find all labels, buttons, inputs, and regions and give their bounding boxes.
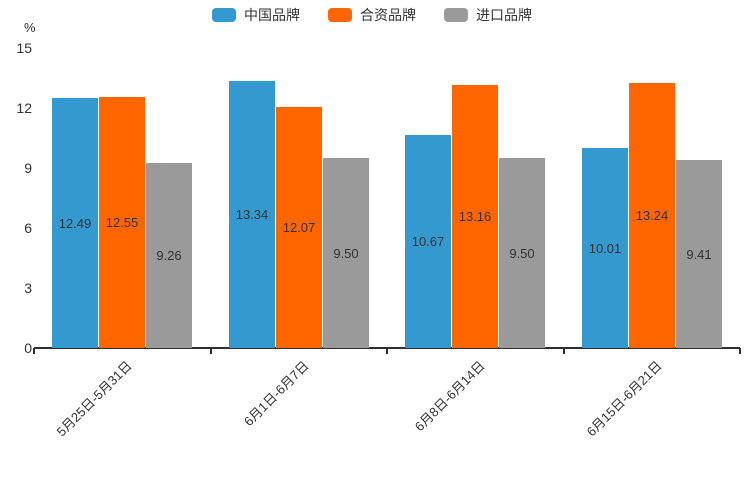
bar-joint-venture-brand-period1: 12.55: [99, 97, 145, 348]
x-axis-label: 6月8日-6月14日: [411, 358, 488, 435]
x-axis-label: 5月25日-5月31日: [53, 358, 135, 440]
bar-value-label: 9.50: [509, 245, 535, 261]
bar-value-label: 9.50: [333, 245, 359, 261]
bar-value-label: 12.07: [282, 220, 316, 235]
legend-item-import-brand[interactable]: 进口品牌: [444, 8, 532, 22]
bar-china-brand-period3: 10.67: [405, 135, 451, 348]
bar-value-label: 13.34: [235, 207, 269, 222]
y-axis-tick-label: 9: [24, 160, 32, 176]
bar-china-brand-period2: 13.34: [229, 81, 275, 348]
bar-import-brand-period4: 9.41: [676, 160, 722, 348]
x-axis-label: 6月15日-6月21日: [583, 358, 665, 440]
y-axis-tick-label: 0: [24, 340, 32, 356]
legend: 中国品牌 合资品牌 进口品牌: [212, 8, 532, 22]
y-axis-tick-label: 3: [24, 280, 32, 296]
bar-value-label: 10.67: [411, 234, 445, 249]
y-axis-tick-label: 15: [16, 40, 32, 56]
bar-import-brand-period1: 9.26: [146, 163, 192, 348]
y-axis-tick-label: 6: [24, 220, 32, 236]
x-axis-label: 6月1日-6月7日: [240, 358, 312, 430]
y-axis-unit-label: %: [24, 20, 36, 35]
legend-label-china-brand: 中国品牌: [244, 7, 300, 23]
legend-item-china-brand[interactable]: 中国品牌: [212, 8, 300, 22]
y-axis-tick-label: 12: [16, 100, 32, 116]
bar-value-label: 9.41: [686, 246, 712, 262]
bar-value-label: 9.26: [156, 248, 182, 263]
bar-value-label: 12.55: [105, 215, 139, 230]
bar-import-brand-period3: 9.50: [499, 158, 545, 348]
bar-value-label: 10.01: [588, 240, 622, 256]
x-axis-tick: [563, 348, 565, 354]
legend-item-joint-venture-brand[interactable]: 合资品牌: [328, 8, 416, 22]
x-axis-tick: [33, 348, 35, 354]
legend-swatch-china-brand: [212, 8, 236, 22]
bar-value-label: 13.16: [458, 209, 492, 224]
bar-joint-venture-brand-period4: 13.24: [629, 83, 675, 348]
bar-value-label: 13.24: [635, 208, 669, 223]
bar-joint-venture-brand-period3: 13.16: [452, 85, 498, 348]
bar-value-label: 12.49: [58, 215, 92, 231]
bar-china-brand-period4: 10.01: [582, 148, 628, 348]
x-axis-tick: [210, 348, 212, 354]
x-axis-tick: [739, 348, 741, 354]
bar-import-brand-period2: 9.50: [323, 158, 369, 348]
legend-label-joint-venture-brand: 合资品牌: [360, 7, 416, 23]
bar-china-brand-period1: 12.49: [52, 98, 98, 348]
x-axis-tick: [386, 348, 388, 354]
legend-swatch-import-brand: [444, 8, 468, 22]
legend-swatch-joint-venture-brand: [328, 8, 352, 22]
bar-joint-venture-brand-period2: 12.07: [276, 107, 322, 348]
legend-label-import-brand: 进口品牌: [476, 7, 532, 23]
